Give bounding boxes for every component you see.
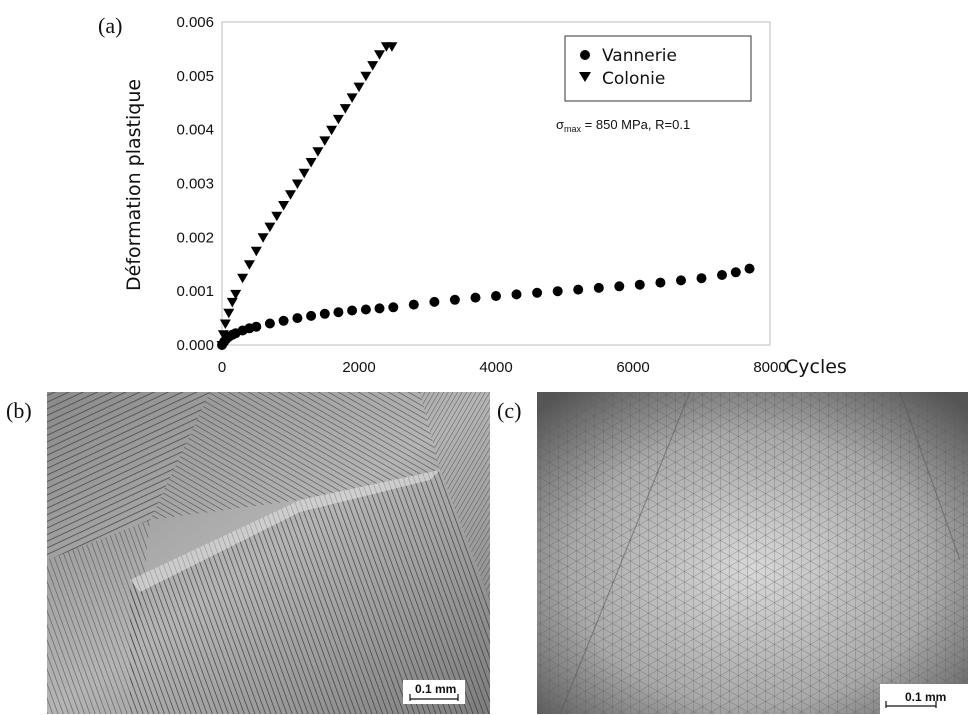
y-tick-label: 0.001 <box>176 283 214 300</box>
point-colonie <box>271 211 283 222</box>
point-vannerie <box>292 313 303 324</box>
legend-marker-colonie <box>579 72 591 82</box>
point-vannerie <box>251 321 262 332</box>
point-colonie <box>332 114 344 125</box>
point-colonie <box>216 341 228 351</box>
plastic-strain-chart: 0.000 0.001 0.002 0.003 0.004 0.005 0.006 0 200… <box>123 14 847 378</box>
y-axis-ticks: 0.000 0.001 0.002 0.003 0.004 0.005 0.006 <box>176 14 214 354</box>
point-colonie <box>298 168 310 179</box>
point-vannerie <box>429 296 440 307</box>
point-vannerie <box>744 263 755 274</box>
x-tick-label: 2000 <box>342 359 375 376</box>
y-tick-label: 0.006 <box>176 14 214 31</box>
y-tick-label: 0.005 <box>176 68 214 85</box>
x-tick-label: 6000 <box>616 359 649 376</box>
micrograph-b <box>47 392 490 714</box>
point-colonie <box>237 273 249 284</box>
point-vannerie <box>532 287 543 298</box>
point-colonie <box>312 147 324 157</box>
point-colonie <box>305 158 317 168</box>
point-vannerie <box>491 291 501 301</box>
point-colonie <box>339 104 351 114</box>
point-vannerie <box>264 318 275 329</box>
point-vannerie <box>319 308 330 319</box>
point-vannerie <box>593 282 604 293</box>
point-vannerie <box>696 273 707 284</box>
point-vannerie <box>360 304 371 315</box>
scale-bar-label-b: 0.1 mm <box>415 682 456 696</box>
point-colonie <box>226 297 238 308</box>
point-colonie <box>291 179 303 189</box>
point-colonie <box>230 289 242 300</box>
point-colonie <box>319 136 331 146</box>
point-colonie <box>326 125 338 136</box>
point-vannerie <box>333 307 344 318</box>
legend-marker-vannerie <box>580 50 590 60</box>
point-colonie <box>346 93 358 103</box>
legend-label-colonie: Colonie <box>602 69 665 89</box>
point-vannerie <box>552 286 563 297</box>
x-tick-label: 4000 <box>479 359 512 376</box>
micrograph-c <box>537 392 968 714</box>
point-vannerie <box>614 281 625 292</box>
point-colonie <box>374 50 385 60</box>
point-colonie <box>360 71 372 82</box>
point-colonie <box>285 190 296 200</box>
point-colonie <box>257 233 269 243</box>
point-vannerie <box>717 270 727 280</box>
y-tick-label: 0.002 <box>176 229 214 246</box>
point-colonie <box>223 308 235 319</box>
point-vannerie <box>278 315 289 326</box>
x-tick-label: 0 <box>218 359 226 376</box>
series-colonie <box>216 42 398 351</box>
point-vannerie <box>634 279 645 290</box>
stress-annotation: σmax = 850 MPa, R=0.1 <box>556 117 690 134</box>
point-colonie <box>278 201 290 211</box>
point-colonie <box>217 330 229 340</box>
point-colonie <box>250 246 262 257</box>
point-colonie <box>386 42 398 52</box>
legend-label-vannerie: Vannerie <box>602 46 677 66</box>
point-vannerie <box>408 299 419 310</box>
point-vannerie <box>573 284 584 295</box>
point-colonie <box>353 82 365 93</box>
point-vannerie <box>347 305 358 316</box>
point-vannerie <box>374 303 385 314</box>
point-vannerie <box>388 302 399 313</box>
x-axis-title: Cycles <box>785 356 847 378</box>
point-vannerie <box>676 275 686 286</box>
point-colonie <box>264 222 276 233</box>
point-colonie <box>219 319 231 329</box>
point-vannerie <box>511 289 522 300</box>
point-vannerie <box>449 294 460 305</box>
y-tick-label: 0.000 <box>176 337 214 354</box>
y-axis-title: Déformation plastique <box>123 79 145 291</box>
legend-box <box>564 35 752 102</box>
point-vannerie <box>655 277 666 288</box>
panel-label-a: (a) <box>98 13 122 38</box>
y-tick-label: 0.004 <box>176 122 214 139</box>
x-axis-ticks: 0 2000 4000 6000 8000 <box>218 359 787 376</box>
y-tick-label: 0.003 <box>176 176 214 193</box>
point-colonie <box>243 260 255 270</box>
scale-bar-label-c: 0.1 mm <box>905 690 946 704</box>
x-tick-label: 8000 <box>753 359 786 376</box>
panel-label-c: (c) <box>497 398 521 423</box>
point-vannerie <box>306 310 317 321</box>
panel-label-b: (b) <box>6 398 32 423</box>
point-colonie <box>367 61 379 71</box>
point-vannerie <box>470 292 481 303</box>
point-vannerie <box>730 267 741 278</box>
